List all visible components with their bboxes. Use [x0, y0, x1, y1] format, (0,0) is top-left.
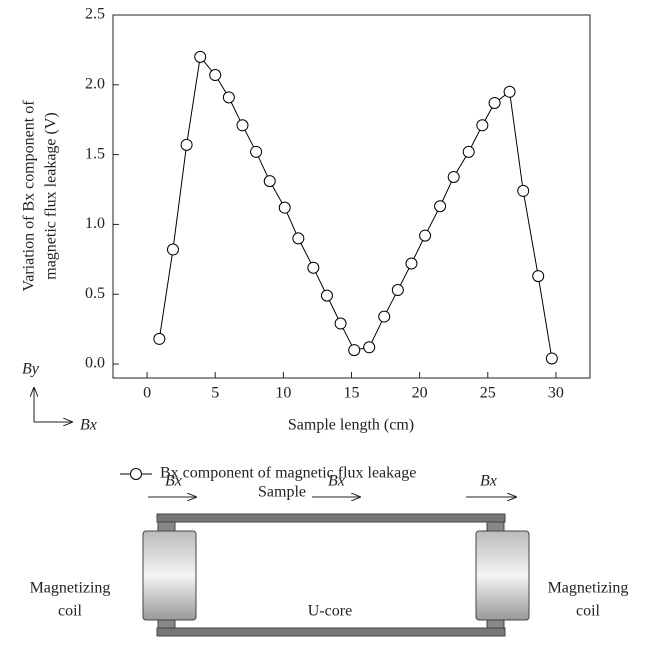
axis-indicator-label: Bx — [80, 417, 97, 434]
bottom-bar — [156, 627, 506, 637]
data-point — [263, 175, 276, 188]
data-point — [503, 85, 516, 98]
data-point — [307, 261, 320, 274]
y-tick-label: 0.5 — [85, 285, 105, 302]
axis-indicator-arrow — [33, 390, 72, 422]
y-tick-label: 1.5 — [85, 145, 105, 162]
data-point — [180, 138, 193, 151]
plot-frame — [112, 14, 591, 379]
x-tick-label: 30 — [548, 385, 564, 402]
data-point — [378, 310, 391, 323]
x-tick-label: 20 — [412, 385, 428, 402]
data-point — [250, 145, 263, 158]
data-point — [320, 289, 333, 302]
data-point — [334, 317, 347, 330]
data-point — [209, 69, 222, 82]
data-point — [405, 257, 418, 270]
data-point — [476, 119, 489, 132]
legend-label: Bx component of magnetic flux leakage — [160, 465, 416, 482]
data-point — [488, 96, 501, 109]
coil — [142, 530, 197, 621]
data-point — [153, 332, 166, 345]
data-point — [419, 229, 432, 242]
coil-label: Magnetizing — [30, 580, 111, 597]
y-tick-label: 1.0 — [85, 215, 105, 232]
y-tick-label: 2.5 — [85, 6, 105, 23]
data-point — [222, 91, 235, 104]
data-point — [348, 344, 361, 357]
x-tick-label: 15 — [344, 385, 360, 402]
coil-label: coil — [576, 603, 601, 620]
x-tick-label: 5 — [211, 385, 219, 402]
x-tick-label: 25 — [480, 385, 496, 402]
x-tick-label: 10 — [275, 385, 291, 402]
data-point — [166, 243, 179, 256]
x-tick-label: 0 — [143, 385, 151, 402]
arrow-label: Bx — [328, 473, 345, 490]
data-point — [194, 50, 207, 63]
y-label: Variation of Bx component of — [21, 100, 38, 292]
data-point — [545, 352, 558, 365]
data-point — [391, 284, 404, 297]
top-bar — [156, 513, 506, 523]
coil-label: coil — [58, 603, 83, 620]
core-label: U-core — [308, 603, 352, 620]
data-point — [363, 341, 376, 354]
x-label: Sample length (cm) — [288, 417, 414, 434]
arrow-label: Bx — [480, 473, 497, 490]
coil-label: Magnetizing — [548, 580, 629, 597]
legend-marker — [130, 468, 142, 480]
y-tick-label: 2.0 — [85, 75, 105, 92]
sample-label: Sample — [258, 484, 306, 501]
data-point — [532, 270, 545, 283]
y-tick-label: 0.0 — [85, 355, 105, 372]
arrow-label: Bx — [165, 473, 182, 490]
axis-indicator-label: By — [22, 361, 40, 378]
data-point — [278, 201, 291, 214]
data-point — [447, 170, 460, 183]
data-point — [236, 119, 249, 132]
data-point — [517, 184, 530, 197]
data-point — [292, 232, 305, 245]
y-label: magnetic flux leakage (V) — [43, 112, 60, 279]
data-point — [462, 145, 475, 158]
coil — [475, 530, 530, 621]
data-point — [434, 200, 447, 213]
